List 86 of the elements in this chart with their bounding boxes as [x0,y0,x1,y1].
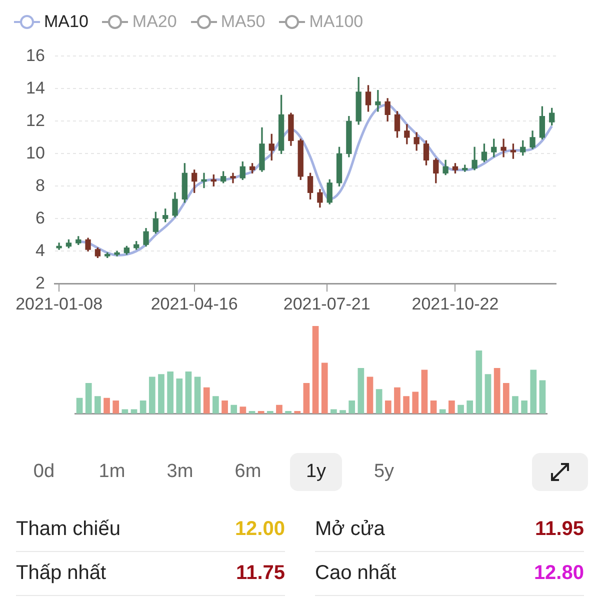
bar [158,374,164,414]
y-tick-label: 14 [26,78,45,98]
bar [140,400,146,414]
bar [394,387,400,414]
text: 11.95 [535,518,584,541]
bar [340,410,346,414]
candlestick [56,242,62,250]
bar [266,410,274,414]
text: Tham chiếu [16,518,120,541]
legend-label: MA20 [132,12,177,32]
legend-label: MA100 [309,12,364,32]
text: 5y [372,460,396,484]
bar [85,382,92,414]
x-tick-label: 2021-01-08 [16,294,103,314]
bar [539,380,546,414]
bar [194,376,201,414]
bar [358,368,364,414]
text: 11.75 [236,562,285,585]
bar [258,410,264,414]
text: 1m [98,460,126,484]
bar [484,374,492,414]
text: 6m [234,460,262,484]
bar [185,372,192,414]
bar [222,400,228,414]
bar [230,404,238,414]
y-tick-label: 8 [35,176,45,195]
text: Thấp nhất [16,562,106,585]
bar [321,362,328,414]
y-tick-label: 16 [26,46,45,65]
y-tick-label: 12 [26,110,45,130]
bar [403,396,410,414]
bar [330,409,337,414]
y-tick-label: 6 [35,208,45,228]
y-tick-label: 2 [35,273,45,292]
bar [276,404,282,414]
legend-label: MA10 [44,12,88,32]
bar [430,400,437,414]
text: Mở cửa [315,518,385,541]
bar [439,409,446,414]
bar [122,409,128,414]
candlestick [201,172,207,188]
bar [466,400,474,414]
legend-label: MA50 [220,12,266,32]
bar [448,400,455,414]
bar [130,409,138,414]
bar [366,376,374,414]
bar [376,389,382,414]
candlestick [375,90,381,112]
bar [476,350,482,414]
bar [94,396,101,414]
x-tick-label: 2021-07-21 [283,294,370,314]
bar [148,376,156,414]
bar [494,368,500,414]
bar [348,400,356,414]
text: 3m [166,460,194,484]
text: 12.00 [234,518,285,541]
x-tick-label: 2021-10-22 [412,294,499,314]
text: 12.80 [534,562,584,585]
text: 1y [290,453,342,491]
candlestick [500,138,506,158]
bar [240,406,246,414]
bar [421,370,428,414]
bar [458,404,464,414]
bar [104,398,110,414]
bar [502,382,510,414]
bar [521,400,528,414]
bar [530,370,537,414]
x-tick-label: 2021-04-16 [150,294,238,314]
bar [285,410,292,414]
bar [303,382,310,414]
bar [384,400,392,414]
bar [294,410,301,414]
y-tick-label: 4 [35,240,45,260]
bar [412,392,419,414]
text: 0d [32,460,56,484]
bar [512,396,518,414]
y-tick-label: 10 [26,143,45,162]
text: Cao nhất [315,562,396,585]
bar [312,326,319,414]
bar [248,410,256,414]
bar [176,378,183,414]
bar [167,372,174,414]
bar [76,398,83,414]
bar [112,400,120,414]
bar [212,396,219,414]
bar [203,387,210,414]
